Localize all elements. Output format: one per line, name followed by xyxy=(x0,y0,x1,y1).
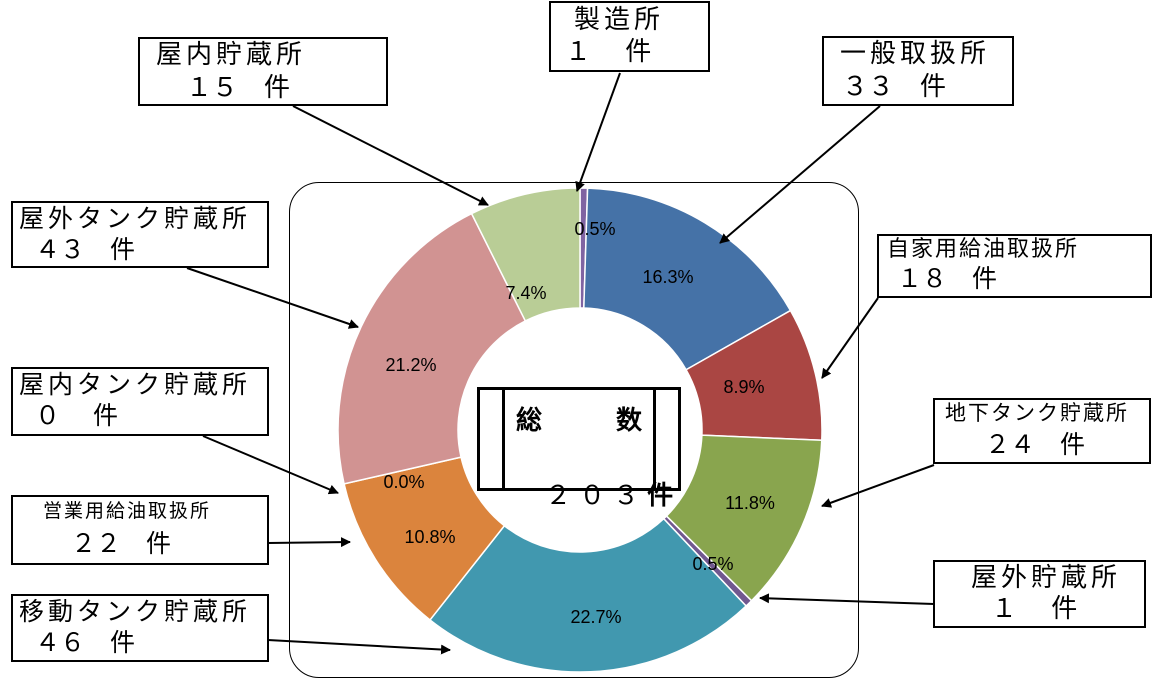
callout-name: 移動タンク貯蔵所 xyxy=(19,597,252,626)
callout-arrow-7 xyxy=(267,537,351,548)
slice-label-9: 21.2% xyxy=(385,355,436,375)
callout-arrow-6 xyxy=(267,639,451,655)
slice-label-4: 11.8% xyxy=(725,493,775,513)
callout-count: １８ 件 xyxy=(897,264,998,293)
callout-count: １５ 件 xyxy=(186,73,291,103)
callout-6: 移動タンク貯蔵所 ４６ 件 xyxy=(11,594,269,662)
slice-label-1: 0.5% xyxy=(574,219,615,239)
slice-2 xyxy=(583,187,792,371)
callout-name: 自家用給油取扱所 xyxy=(887,237,1080,262)
callout-count: ３３ 件 xyxy=(842,72,947,102)
callout-3: 自家用給油取扱所 １８ 件 xyxy=(877,234,1152,298)
callout-name: 営業用給油取扱所 xyxy=(43,500,212,522)
total-box: 総 数 ２０３件 xyxy=(477,387,681,511)
callout-count: １ 件 xyxy=(991,594,1078,624)
callout-count: ０ 件 xyxy=(35,401,118,430)
callout-name: 屋外貯蔵所 xyxy=(971,563,1122,593)
callout-count: ４６ 件 xyxy=(35,628,136,657)
callout-1: 製造所 １ 件 xyxy=(549,1,710,72)
callout-10: 屋内貯蔵所 １５ 件 xyxy=(138,37,388,106)
total-unit: 件 xyxy=(647,481,674,511)
callout-5: 屋外貯蔵所 １ 件 xyxy=(933,560,1146,628)
callout-count: ２２ 件 xyxy=(71,529,172,558)
callout-name: 屋内貯蔵所 xyxy=(156,40,307,70)
callout-name: 地下タンク貯蔵所 xyxy=(945,401,1129,425)
callout-arrow-1 xyxy=(575,72,621,192)
slice-9 xyxy=(337,212,527,485)
slice-label-7: 10.8% xyxy=(404,527,455,547)
callout-name: 一般取扱所 xyxy=(840,39,991,69)
slice-6 xyxy=(428,517,748,673)
total-count: ２０３ xyxy=(545,481,648,511)
callout-count: ４３ 件 xyxy=(35,235,136,264)
chart-frame xyxy=(289,182,859,678)
slice-label-5: 0.5% xyxy=(692,554,733,574)
callout-arrow-9 xyxy=(186,267,359,329)
callout-name: 製造所 xyxy=(574,5,665,35)
callout-name: 屋内タンク貯蔵所 xyxy=(19,370,252,399)
callout-8: 屋内タンク貯蔵所 ０ 件 xyxy=(11,367,269,436)
total-label-2: 数 xyxy=(615,406,642,436)
slice-label-2: 16.3% xyxy=(642,267,693,287)
callout-2: 一般取扱所 ３３ 件 xyxy=(822,36,1014,106)
slice-label-8: 0.0% xyxy=(383,472,424,492)
callout-arrow-8 xyxy=(202,435,339,495)
callout-7: 営業用給油取扱所 ２２ 件 xyxy=(11,495,269,565)
callout-arrow-4 xyxy=(821,464,935,508)
callout-count: ２４ 件 xyxy=(985,430,1086,459)
callout-arrow-2 xyxy=(719,105,881,244)
callout-arrow-5 xyxy=(759,593,935,605)
slice-label-10: 7.4% xyxy=(505,283,546,303)
slice-label-3: 8.9% xyxy=(723,377,764,397)
callout-arrow-10 xyxy=(292,105,489,206)
callout-name: 屋外タンク貯蔵所 xyxy=(19,204,252,233)
callout-9: 屋外タンク貯蔵所 ４３ 件 xyxy=(11,201,269,268)
callout-count: １ 件 xyxy=(565,37,652,67)
slice-label-6: 22.7% xyxy=(570,607,621,627)
total-label-1: 総 xyxy=(516,406,543,436)
callout-arrow-3 xyxy=(821,297,879,379)
callout-4: 地下タンク貯蔵所 ２４ 件 xyxy=(933,398,1151,464)
